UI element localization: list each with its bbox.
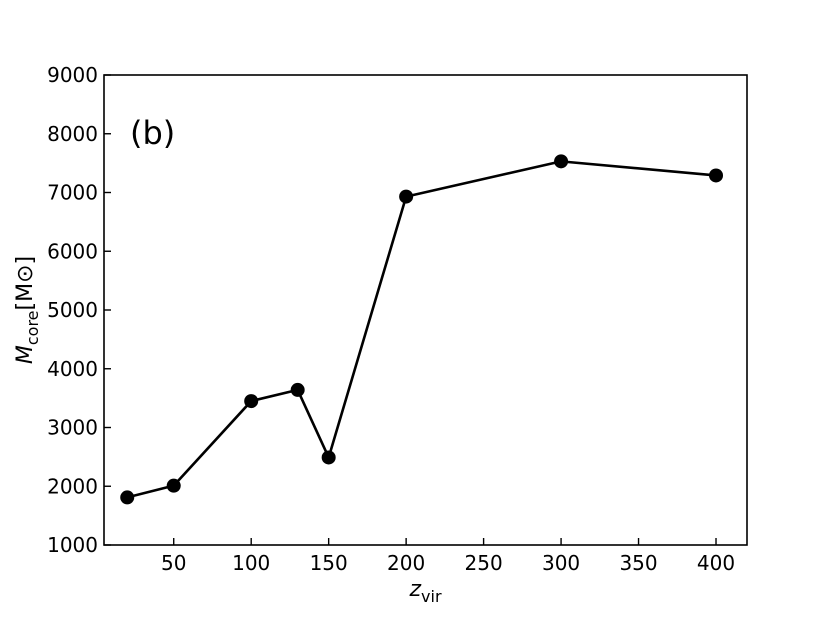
ticks-layer: 50 100 150 200 250 300 350 400 1000 2000 3000 4000 5… bbox=[47, 63, 735, 575]
y-tick-label: 1000 bbox=[47, 533, 98, 557]
series-layer bbox=[120, 154, 724, 505]
y-axis-label: Mcore[M⊙] bbox=[13, 256, 42, 364]
y-tick-label: 3000 bbox=[47, 416, 98, 440]
y-tick-label: 4000 bbox=[47, 357, 98, 381]
data-point bbox=[290, 382, 305, 397]
x-tick-label: 350 bbox=[619, 551, 657, 575]
x-tick-label: 400 bbox=[697, 551, 735, 575]
y-tick-label: 7000 bbox=[47, 181, 98, 205]
x-tick-label: 250 bbox=[465, 551, 503, 575]
x-axis-symbol: z bbox=[408, 577, 421, 602]
y-axis-symbol: M bbox=[13, 345, 38, 364]
y-axis-subscript: core bbox=[23, 310, 42, 345]
plot-frame bbox=[103, 74, 748, 546]
series-line bbox=[126, 160, 717, 499]
x-tick-label: 300 bbox=[542, 551, 580, 575]
y-tick-label: 9000 bbox=[47, 63, 98, 87]
data-point bbox=[166, 478, 181, 493]
data-point bbox=[554, 154, 569, 169]
data-point bbox=[120, 490, 135, 505]
x-tick-label: 150 bbox=[310, 551, 348, 575]
x-axis-label: zvir bbox=[408, 577, 441, 606]
x-tick-label: 100 bbox=[232, 551, 270, 575]
x-tick-label: 200 bbox=[387, 551, 425, 575]
data-point bbox=[321, 450, 336, 465]
y-tick-label: 8000 bbox=[47, 122, 98, 146]
y-tick-label: 5000 bbox=[47, 298, 98, 322]
y-axis-unit: [M⊙] bbox=[13, 256, 38, 311]
x-axis-subscript: vir bbox=[421, 587, 442, 606]
x-tick-label: 50 bbox=[161, 551, 186, 575]
panel-label: (b) bbox=[130, 114, 175, 152]
y-tick-label: 6000 bbox=[47, 239, 98, 263]
data-point bbox=[244, 394, 259, 409]
data-point bbox=[709, 168, 724, 183]
data-point bbox=[399, 189, 414, 204]
y-tick-label: 2000 bbox=[47, 474, 98, 498]
